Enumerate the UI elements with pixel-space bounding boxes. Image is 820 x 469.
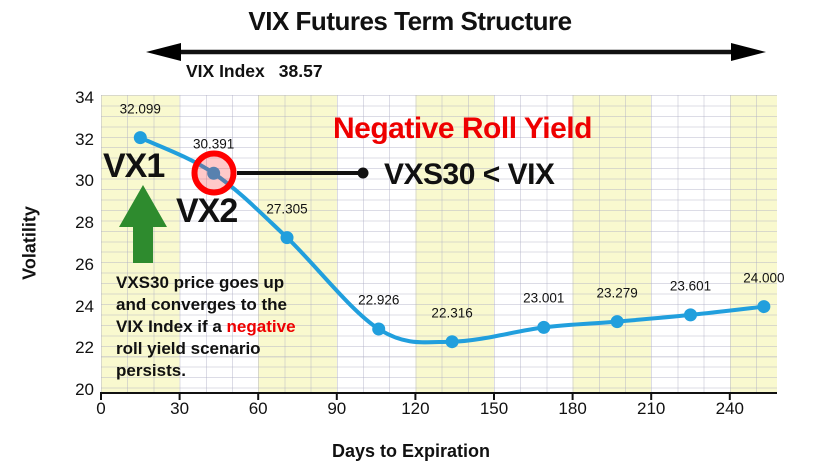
y-tick-label: 30 bbox=[75, 171, 94, 191]
note-line: and converges to the bbox=[116, 295, 287, 314]
x-tick-label: 210 bbox=[637, 399, 666, 418]
y-tick-label: 28 bbox=[75, 213, 94, 233]
vx1-annotation: VX1 bbox=[103, 147, 165, 185]
note-line: roll yield scenario bbox=[116, 339, 261, 358]
y-tick-label: 20 bbox=[75, 380, 94, 399]
x-axis-title: Days to Expiration bbox=[331, 441, 491, 461]
arrowhead-left-icon bbox=[146, 43, 181, 61]
chart-title: VIX Futures Term Structure bbox=[248, 6, 572, 36]
y-tick-label: 32 bbox=[75, 129, 94, 149]
convergence-note: VXS30 price goes up and converges to the… bbox=[116, 272, 316, 382]
negative-roll-yield-annotation: Negative Roll Yield bbox=[333, 112, 592, 145]
y-tick-label: 24 bbox=[75, 296, 94, 316]
x-tick-label: 120 bbox=[401, 399, 430, 418]
note-line: VXS30 price goes up bbox=[116, 273, 285, 292]
x-tick-label: 180 bbox=[558, 399, 587, 418]
vxs30-less-than-vix-annotation: VXS30 < VIX bbox=[384, 158, 555, 191]
y-tick-label: 26 bbox=[75, 254, 94, 274]
x-tick-label: 60 bbox=[248, 399, 268, 418]
arrowhead-right-icon bbox=[731, 43, 766, 61]
y-axis-title: Volatility bbox=[19, 206, 40, 280]
vix-index-readout: VIX Index 38.57 bbox=[186, 61, 323, 82]
vix-index-value: 38.57 bbox=[278, 61, 323, 81]
note-line: VIX Index if a negative bbox=[116, 317, 296, 336]
x-tick-label: 150 bbox=[479, 399, 509, 418]
y-tick-label: 22 bbox=[75, 338, 94, 358]
vix-index-label: VIX Index bbox=[186, 61, 265, 81]
note-negative-word: negative bbox=[226, 317, 296, 336]
term-range-double-arrow bbox=[146, 43, 766, 61]
y-tick-label: 34 bbox=[75, 88, 94, 107]
note-line: persists. bbox=[116, 361, 186, 380]
x-tick-label: 30 bbox=[170, 399, 190, 418]
vx2-annotation: VX2 bbox=[176, 192, 238, 230]
x-tick-label: 0 bbox=[96, 399, 106, 418]
x-tick-label: 90 bbox=[327, 399, 347, 418]
x-tick-label: 240 bbox=[715, 399, 744, 418]
